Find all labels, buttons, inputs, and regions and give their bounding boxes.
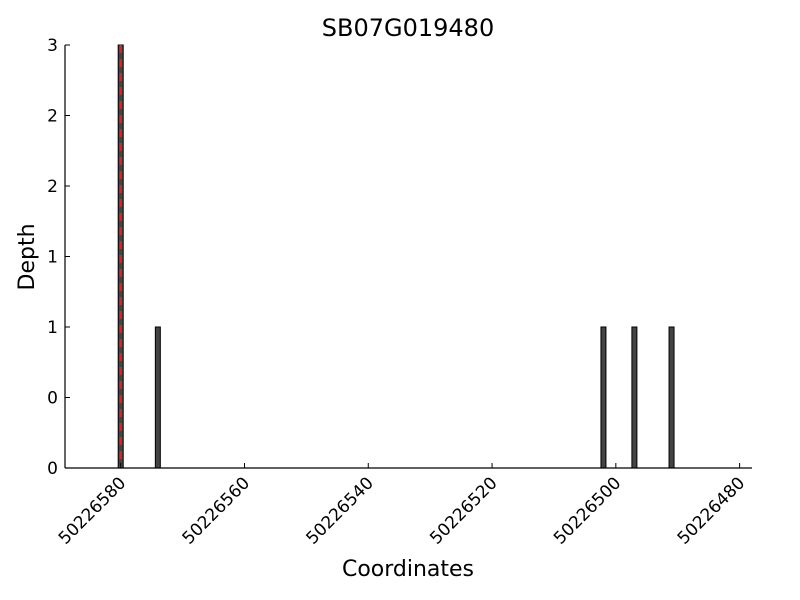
- y-tick-label: 1: [47, 248, 58, 268]
- y-tick-label: 2: [47, 107, 58, 127]
- bar-2: [600, 326, 607, 469]
- bar-1: [154, 326, 161, 469]
- y-tick-label: 1: [47, 318, 58, 338]
- chart-title: SB07G019480: [322, 14, 494, 42]
- plot-area: [117, 44, 675, 469]
- y-tick-label: 0: [47, 389, 58, 409]
- x-tick-label: 50226580: [55, 473, 130, 548]
- y-axis-title: Depth: [15, 223, 40, 290]
- bar-4: [668, 326, 675, 469]
- x-axis-ticks: 50226580 50226560 50226540 50226520 50226500…: [55, 463, 749, 549]
- bar-3: [631, 326, 638, 469]
- x-tick-label: 50226500: [550, 473, 625, 548]
- y-tick-label: 2: [47, 177, 58, 197]
- y-tick-label: 3: [47, 36, 58, 56]
- y-axis-ticks: 0 0 1 1 2 2 3: [47, 36, 70, 479]
- x-tick-label: 50226480: [674, 473, 749, 548]
- x-tick-label: 50226540: [302, 473, 377, 548]
- y-tick-label: 0: [47, 459, 58, 479]
- x-tick-label: 50226520: [426, 473, 501, 548]
- x-tick-label: 50226560: [179, 473, 254, 548]
- x-axis-title: Coordinates: [342, 557, 474, 582]
